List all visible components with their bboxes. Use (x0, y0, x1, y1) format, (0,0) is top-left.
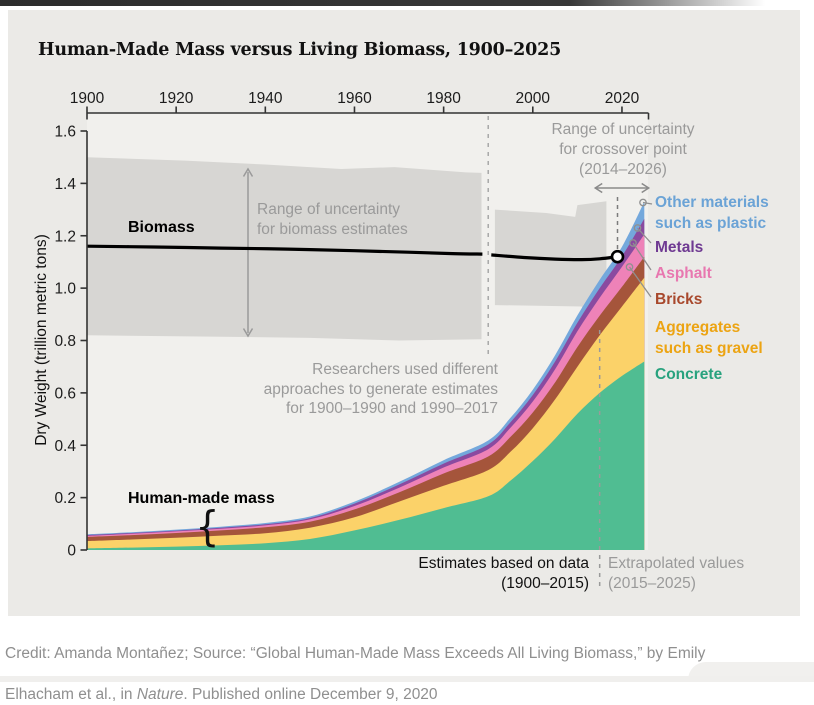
area-concrete (87, 361, 645, 550)
methods-annotation: Researchers used different approaches to… (263, 361, 498, 417)
brace-glyph: { (195, 502, 220, 551)
x-tick-label: 1940 (248, 90, 283, 107)
biomass-uncertainty-band-1 (494, 201, 607, 328)
x-tick-label: 1900 (70, 90, 105, 107)
top-border-strip (0, 0, 814, 6)
legend-leader-0 (642, 201, 653, 205)
credit-text: Credit: Amanda Montañez; Source: “Global… (5, 623, 800, 705)
x-tick-label: 1920 (159, 90, 194, 107)
y-tick-label: 1.4 (54, 176, 76, 193)
chart-title: Human-Made Mass versus Living Biomass, 1… (38, 40, 562, 60)
bottom-strip (0, 676, 814, 682)
uncertainty-arrow-head-down (242, 328, 254, 338)
human-made-mass-label: Human-made mass (128, 490, 275, 507)
y-tick-label: 0 (67, 543, 76, 560)
uncertainty-arrow-head-up (242, 167, 254, 177)
legend-label-other-materials: Other materials such as plastic (655, 194, 769, 232)
area-aggregates-such-as-gravel (87, 277, 645, 550)
y-tick-label: 0.6 (54, 385, 76, 402)
biomass-line-segment-0 (86, 244, 483, 256)
credit-line2-pre: Elhacham et al., in (5, 685, 137, 703)
x-tick-label: 2020 (605, 90, 640, 107)
legend-leader-dot-0 (639, 198, 647, 207)
legend-label-concrete: Concrete (655, 366, 723, 383)
biomass-line-segment-1 (491, 253, 618, 262)
legend-leader-dot-2 (629, 239, 637, 247)
legend-label-bricks: Bricks (655, 291, 703, 308)
legend-label-aggregates: Aggregates such as gravel (655, 319, 763, 357)
y-tick-label: 1.2 (54, 228, 76, 245)
x-tick-label: 1980 (426, 90, 461, 107)
legend-leader-dot-1 (633, 224, 642, 232)
y-tick-label: 0.8 (54, 333, 76, 350)
credit-line2-post: . Published online December 9, 2020 (183, 685, 438, 703)
uncertainty-biomass-annotation: Range of uncertainty for biomass estimat… (257, 201, 408, 238)
crossover-arrow-head-right (641, 182, 651, 194)
estimates-annotation: Estimates based on data (1900–2015) (418, 555, 589, 592)
x-tick-label: 1960 (337, 90, 372, 107)
legend-leader-dot-3 (625, 263, 634, 271)
extrapolated-annotation: Extrapolated values (2015–2025) (608, 555, 745, 592)
legend-leader-2 (632, 242, 652, 271)
legend-leader-3 (628, 266, 652, 298)
y-tick-label: 1.0 (54, 281, 76, 298)
y-axis-title: Dry Weight (trillion metric tons) (33, 234, 50, 446)
x-tick-label: 2000 (516, 90, 551, 107)
credit-line1: Credit: Amanda Montañez; Source: “Global… (5, 644, 706, 662)
crossover-arrow-head-left (593, 182, 603, 194)
uncertainty-crossover-annotation: Range of uncertainty for crossover point… (551, 121, 695, 178)
y-tick-label: 0.2 (54, 490, 76, 507)
legend-label-asphalt: Asphalt (655, 265, 712, 282)
crossover-point-marker (610, 249, 625, 264)
credit-journal: Nature (136, 685, 184, 703)
biomass-series-label: Biomass (128, 219, 195, 236)
legend-label-metals: Metals (655, 239, 704, 256)
y-tick-label: 0.4 (54, 438, 76, 455)
chart-svg: 1900 1920 1940 1960 1980 2000 2020 0 0.2 0.4 0.6 0.… (54, 90, 653, 589)
y-tick-label: 1.6 (54, 124, 76, 141)
